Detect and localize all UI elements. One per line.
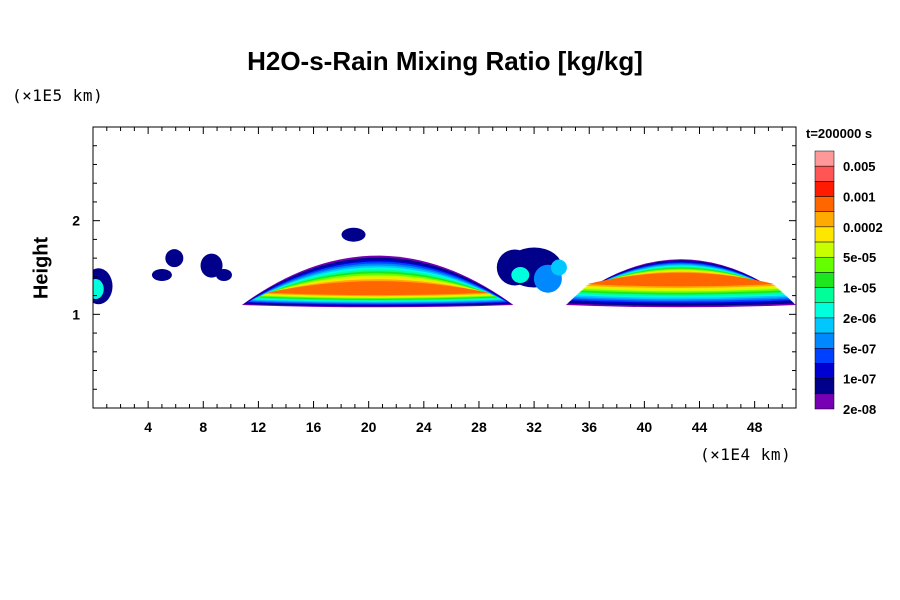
x-tick-label: 28 — [471, 419, 487, 435]
blob-a — [165, 249, 184, 268]
blob-e — [341, 227, 366, 242]
blob-b — [200, 253, 223, 278]
x-tick-label: 16 — [306, 419, 322, 435]
colorbar-label: 2e-06 — [843, 311, 876, 326]
blob-d — [215, 268, 232, 281]
colorbar-swatch — [814, 211, 835, 228]
colorbar-swatch — [814, 348, 835, 364]
time-label: t=200000 s — [806, 126, 873, 141]
colorbar-swatch — [814, 332, 835, 349]
colorbar-swatch — [814, 226, 835, 243]
colorbar-swatch — [814, 287, 835, 304]
x-tick-label: 32 — [526, 419, 542, 435]
colorbar-label: 2e-08 — [843, 402, 876, 417]
x-tick-label: 48 — [747, 419, 763, 435]
x-tick-label: 44 — [692, 419, 708, 435]
blob-left-edge-inner — [93, 279, 104, 300]
colorbar-swatch — [814, 272, 835, 288]
x-tick-label: 12 — [251, 419, 267, 435]
colorbar-swatch — [814, 302, 835, 319]
colorbar-label: 1e-07 — [843, 372, 876, 387]
x-tick-label: 36 — [581, 419, 597, 435]
colorbar-label: 0.0002 — [843, 220, 883, 235]
x-axis-unit: (×1E4 km) — [700, 445, 792, 464]
colorbar-label: 1e-05 — [843, 281, 876, 296]
colorbar-swatch — [814, 241, 835, 258]
x-tick-label: 40 — [637, 419, 653, 435]
colorbar-swatch — [814, 150, 835, 167]
colorbar-swatch — [814, 196, 835, 212]
colorbar-swatch — [814, 256, 835, 273]
colorbar-swatch — [814, 181, 835, 197]
colorbar-swatch — [814, 378, 835, 395]
x-tick-label: 24 — [416, 419, 432, 435]
y-tick-label: 1 — [72, 306, 80, 322]
colorbar-label: 5e-05 — [843, 250, 876, 265]
colorbar-swatch — [814, 363, 835, 379]
colorbar-swatch — [814, 165, 835, 182]
x-tick-label: 20 — [361, 419, 377, 435]
plot-frame — [92, 126, 797, 409]
blob-c — [151, 268, 172, 281]
colorbar-swatch — [814, 393, 835, 410]
colorbar-label: 0.001 — [843, 190, 876, 205]
blob-j — [550, 259, 567, 276]
y-tick-label: 2 — [72, 213, 80, 229]
colorbar-swatch — [814, 317, 835, 334]
x-tick-label: 4 — [144, 419, 152, 435]
colorbar-label: 0.005 — [843, 159, 876, 174]
chart-title: H2O-s-Rain Mixing Ratio [kg/kg] — [247, 46, 643, 76]
cloud-band-2-level-3 — [587, 272, 775, 287]
x-tick-label: 8 — [199, 419, 207, 435]
y-axis-unit: (×1E5 km) — [12, 86, 104, 105]
cloud-band-1-level-3 — [267, 281, 489, 296]
blob-i — [511, 266, 530, 283]
colorbar-label: 5e-07 — [843, 341, 876, 356]
